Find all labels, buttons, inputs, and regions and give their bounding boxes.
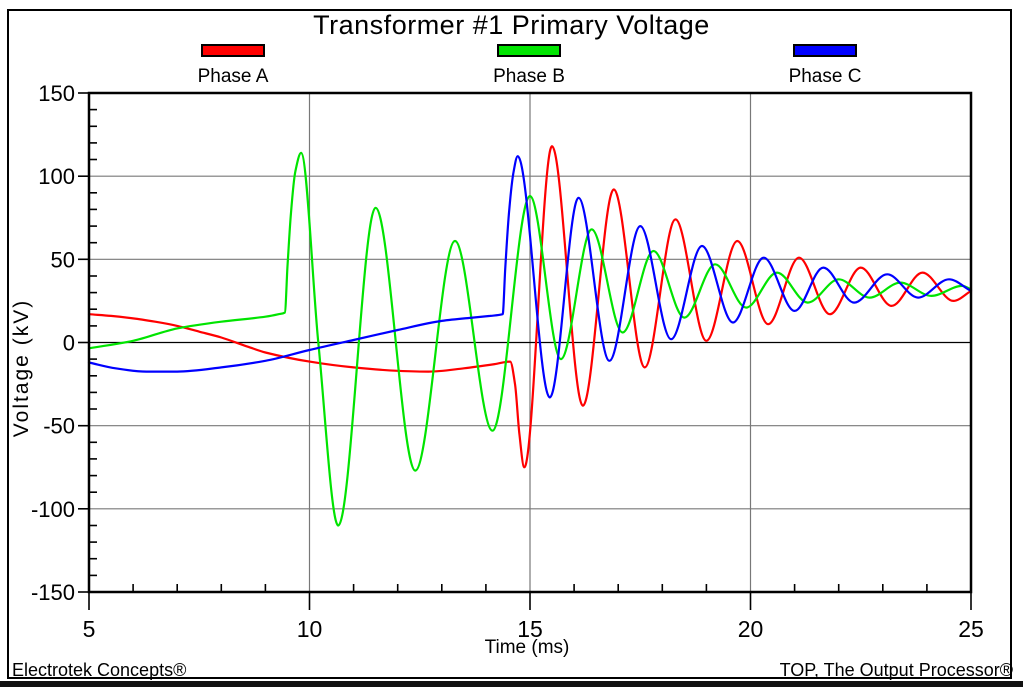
axis-ticks xyxy=(78,92,972,610)
svg-text:-100: -100 xyxy=(31,497,75,522)
series-line-phase-b xyxy=(87,151,973,527)
legend-label-phase-a: Phase A xyxy=(197,66,269,87)
series-line-phase-c xyxy=(87,155,973,399)
svg-text:5: 5 xyxy=(83,616,96,642)
legend-swatch-phase-c xyxy=(793,44,857,57)
svg-text:25: 25 xyxy=(958,616,984,642)
legend-item-phase-c: Phase C xyxy=(745,44,905,88)
footer-right-text: TOP, The Output Processor® xyxy=(779,660,1013,680)
svg-text:-50: -50 xyxy=(43,414,75,439)
series-line-phase-a xyxy=(87,145,973,469)
chart-title: Transformer #1 Primary Voltage xyxy=(313,10,710,40)
legend-label-phase-c: Phase C xyxy=(788,66,862,87)
legend-item-phase-b: Phase B xyxy=(449,44,609,88)
svg-text:100: 100 xyxy=(38,164,75,189)
legend-label-phase-b: Phase B xyxy=(493,66,565,87)
grid-lines xyxy=(89,93,971,592)
svg-text:50: 50 xyxy=(51,247,75,272)
y-tick-labels: 150 100 50 0 -50 -100 -150 xyxy=(31,81,75,605)
y-axis-title: Voltage (kV) xyxy=(10,298,33,438)
svg-text:10: 10 xyxy=(297,616,323,642)
svg-text:15: 15 xyxy=(517,616,543,642)
x-axis-title: Time (ms) xyxy=(484,637,570,658)
series-lines xyxy=(87,145,973,527)
page-border xyxy=(7,9,1012,679)
footer-left-text: Electrotek Concepts® xyxy=(12,660,187,680)
svg-text:0: 0 xyxy=(63,331,75,356)
svg-text:-150: -150 xyxy=(31,580,75,605)
legend-item-phase-a: Phase A xyxy=(153,44,313,88)
legend-swatch-phase-a xyxy=(201,44,265,57)
svg-text:150: 150 xyxy=(38,81,75,106)
svg-text:20: 20 xyxy=(738,616,764,642)
plot-frame xyxy=(87,91,973,594)
x-tick-labels: 5 10 15 20 25 xyxy=(83,616,984,642)
bottom-edge-bar xyxy=(0,681,1023,687)
legend-swatch-phase-b xyxy=(497,44,561,57)
